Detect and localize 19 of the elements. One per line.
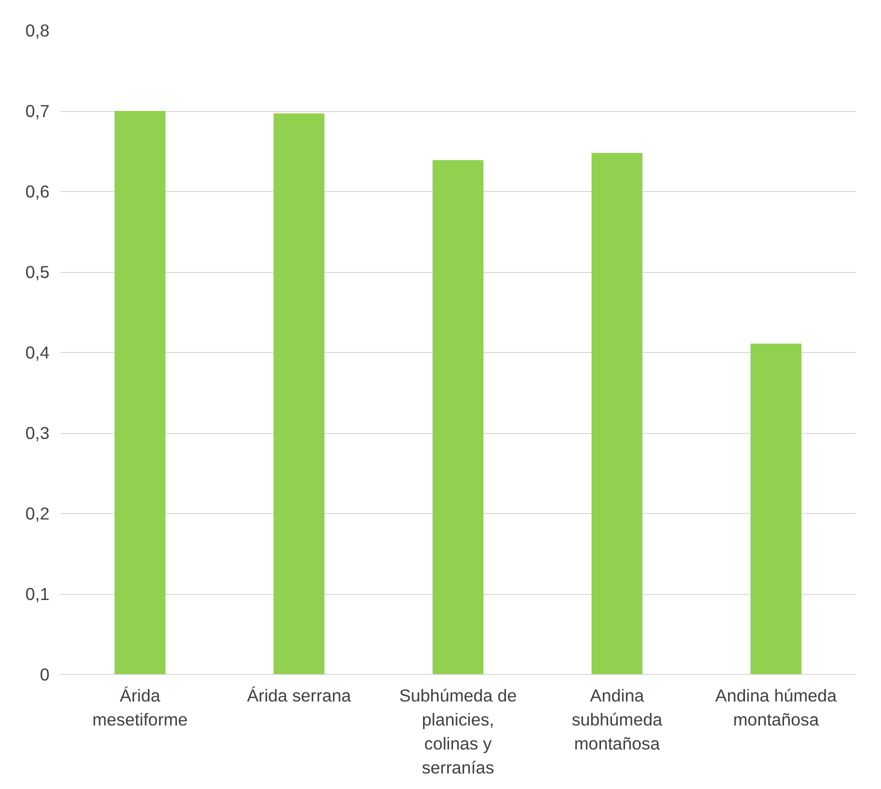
bar: [432, 160, 484, 674]
bar: [592, 152, 642, 674]
y-tick-label: 0,1: [25, 584, 50, 604]
y-tick-label: 0,3: [25, 423, 50, 443]
y-tick-label: 0,6: [25, 182, 50, 202]
y-tick-label: 0,8: [25, 20, 50, 40]
y-tick-label: 0,7: [25, 101, 50, 121]
bar: [114, 111, 166, 674]
x-tick-label: Árida mesetiforme: [92, 686, 188, 730]
x-tick-label: Andina húmeda montañosa: [715, 686, 838, 730]
y-tick-label: 0,4: [25, 342, 50, 362]
bar: [750, 344, 802, 674]
y-tick-label: 0,2: [25, 504, 50, 524]
x-tick-label: Andina subhúmeda montañosa: [572, 686, 663, 754]
x-tick-label: Subhúmeda de planicies, colinas y serranías: [399, 686, 517, 778]
y-tick-label: 0: [40, 664, 50, 684]
y-tick-label: 0,5: [25, 262, 50, 282]
x-tick-label: Árida serrana: [246, 686, 352, 706]
bar: [274, 113, 324, 674]
